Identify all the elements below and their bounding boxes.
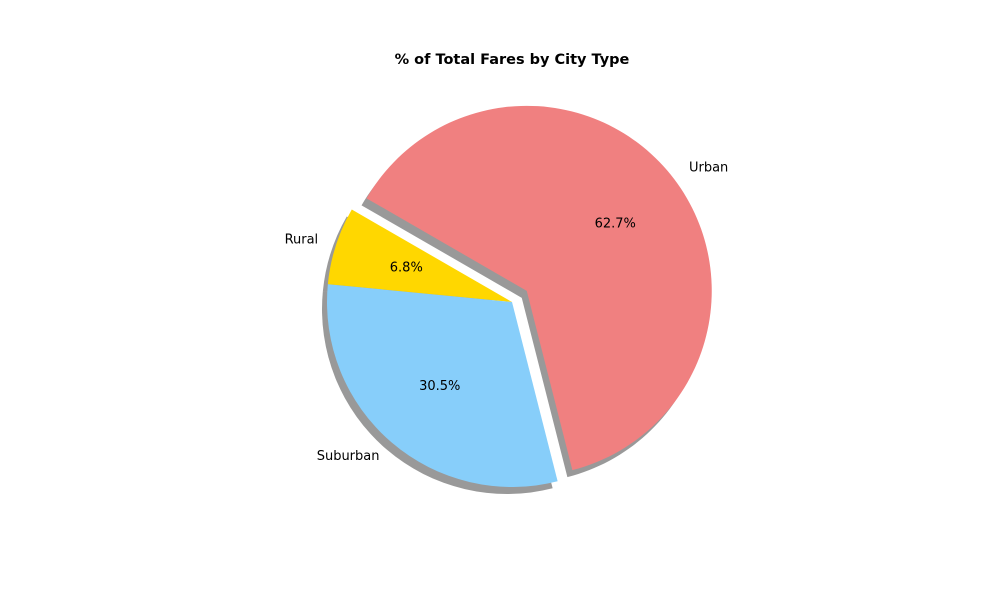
slice-label-suburban: Suburban (317, 449, 380, 464)
slice-urban (366, 105, 712, 471)
chart-title: % of Total Fares by City Type (395, 52, 630, 68)
slice-suburban (327, 284, 558, 488)
slice-label-urban: Urban (689, 160, 728, 175)
pie-slices (327, 105, 712, 488)
slice-percent-urban: 62.7% (595, 216, 636, 231)
slice-percent-suburban: 30.5% (419, 379, 460, 394)
slice-percent-rural: 6.8% (390, 261, 423, 276)
slice-rural (327, 209, 512, 302)
pie-labels: Rural 6.8% Suburban 30.5% Urban 62.7% (285, 160, 729, 464)
slice-label-rural: Rural (285, 232, 319, 247)
